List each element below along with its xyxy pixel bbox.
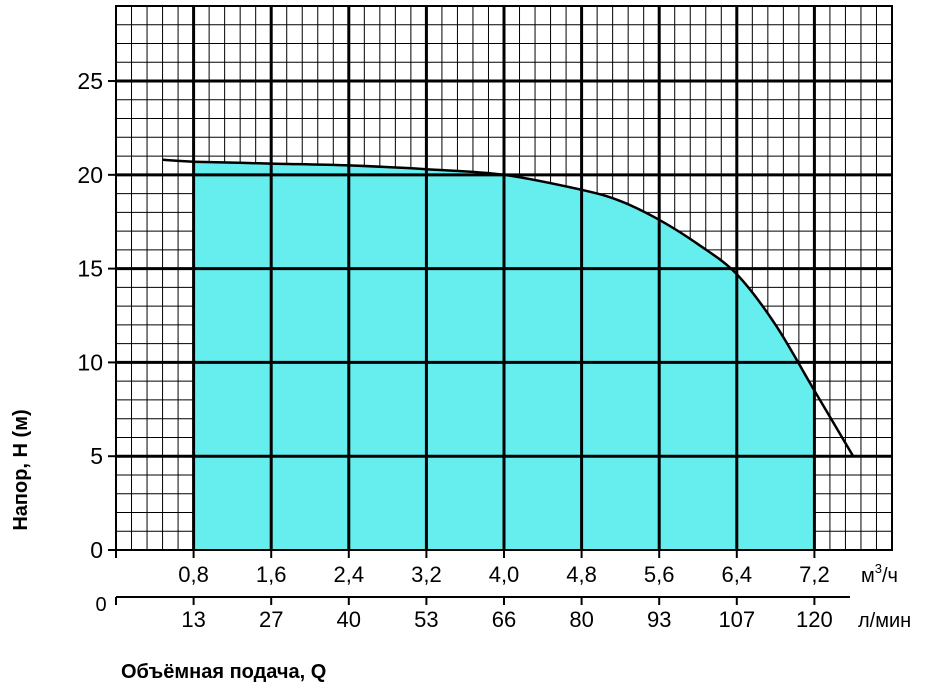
secondary-x-axis-zero-label: 0 xyxy=(95,594,106,616)
major-grid xyxy=(116,6,892,550)
x-tick-label: 6,4 xyxy=(722,562,753,587)
y-tick-label: 25 xyxy=(77,68,103,94)
x2-tick-label: 120 xyxy=(796,607,833,632)
x-axis-title: Объёмная подача, Q xyxy=(121,661,326,683)
primary-x-axis-ticks: 0,8 1,6 2,4 3,2 4,0 4,8 5,6 6,4 7,2 xyxy=(115,550,830,587)
x-tick-label: 0,8 xyxy=(178,562,209,587)
y-axis-title: Напор, H (м) xyxy=(10,409,32,530)
y-axis-ticks: 0 5 10 15 20 25 xyxy=(77,68,116,563)
primary-x-axis-unit: м3/ч xyxy=(861,561,898,587)
x-tick-label: 2,4 xyxy=(334,562,365,587)
x2-tick-label: 27 xyxy=(259,607,283,632)
x-tick-label: 4,8 xyxy=(566,562,597,587)
y-tick-label: 15 xyxy=(77,256,103,282)
secondary-x-axis-ticks: 13 27 40 53 66 80 93 107 120 xyxy=(115,597,833,632)
x2-tick-label: 53 xyxy=(414,607,438,632)
x2-tick-label: 93 xyxy=(647,607,671,632)
x-tick-label: 5,6 xyxy=(644,562,675,587)
x2-tick-label: 40 xyxy=(337,607,361,632)
x-tick-label: 4,0 xyxy=(489,562,520,587)
x2-tick-label: 80 xyxy=(569,607,593,632)
x2-tick-label: 66 xyxy=(492,607,516,632)
head-curve-line xyxy=(162,158,855,457)
x2-tick-label: 107 xyxy=(718,607,755,632)
x-tick-label: 3,2 xyxy=(411,562,442,587)
y-tick-label: 20 xyxy=(77,162,103,188)
y-tick-label: 0 xyxy=(90,537,103,563)
x2-tick-label: 13 xyxy=(181,607,205,632)
y-tick-label: 5 xyxy=(90,443,103,469)
y-tick-label: 10 xyxy=(77,349,103,375)
x-tick-label: 7,2 xyxy=(799,562,830,587)
x-tick-label: 1,6 xyxy=(256,562,287,587)
secondary-x-axis-unit: л/мин xyxy=(858,610,911,632)
